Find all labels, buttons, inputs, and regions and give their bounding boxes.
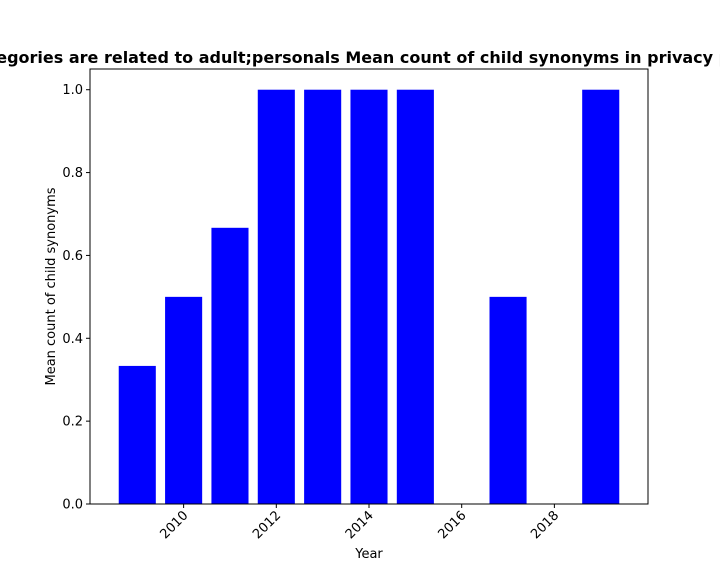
y-tick-label: 0.4 bbox=[62, 332, 83, 347]
bar-2017 bbox=[489, 296, 527, 504]
y-tick-label: 1.0 bbox=[62, 83, 83, 98]
bar-2010 bbox=[165, 296, 203, 504]
y-ticks-group: 0.0 0.2 0.4 0.6 0.8 1.0 bbox=[62, 83, 90, 513]
y-tick-label: 0.6 bbox=[62, 249, 83, 264]
y-tick-label: 0.0 bbox=[62, 498, 83, 513]
bar-2009 bbox=[118, 365, 156, 504]
bar-2014 bbox=[350, 89, 388, 505]
bar-2013 bbox=[304, 89, 342, 505]
x-axis-label: Year bbox=[354, 547, 383, 562]
bar-2012 bbox=[257, 89, 295, 505]
bar-2011 bbox=[211, 227, 249, 505]
x-tick-label: 2018 bbox=[528, 508, 562, 542]
bar-2015 bbox=[396, 89, 434, 505]
x-tick-label: 2016 bbox=[436, 508, 470, 542]
y-axis-label: Mean count of child synonyms bbox=[44, 187, 59, 385]
bars-group bbox=[118, 89, 620, 505]
bar-2019 bbox=[582, 89, 620, 505]
chart-title: Categories are related to adult;personal… bbox=[0, 48, 720, 67]
y-tick-label: 0.8 bbox=[62, 166, 83, 181]
x-tick-label: 2014 bbox=[343, 508, 377, 542]
x-tick-label: 2012 bbox=[250, 508, 284, 542]
y-tick-label: 0.2 bbox=[62, 415, 83, 430]
x-tick-label: 2010 bbox=[157, 508, 191, 542]
x-ticks-group: 2010 2012 2014 2016 2018 bbox=[157, 504, 562, 542]
